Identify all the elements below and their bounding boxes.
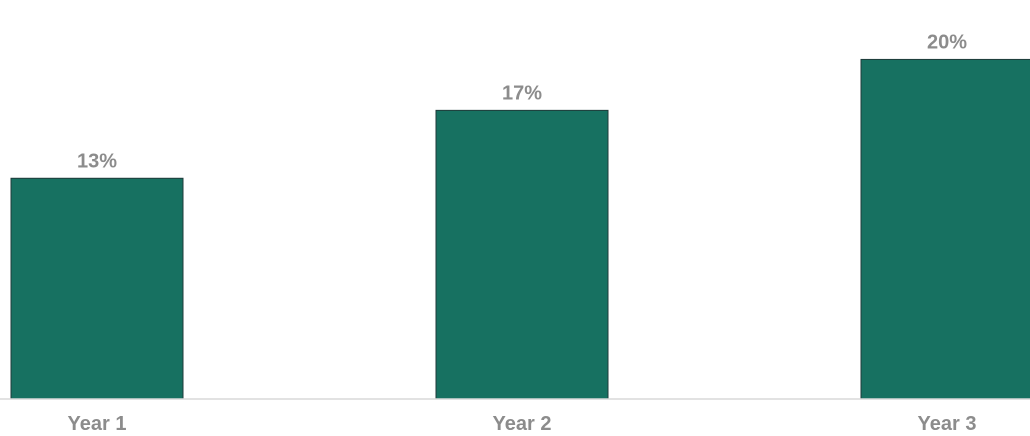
bar-3 — [860, 58, 1030, 400]
data-label-1: 13% — [77, 150, 117, 172]
x-tick-label-2: Year 2 — [493, 413, 552, 435]
x-tick-labels-group: Year 1 Year 2 Year 3 — [68, 413, 977, 435]
bars-group — [10, 58, 1030, 400]
data-labels-group: 13% 17% 20% — [77, 31, 967, 172]
data-label-3: 20% — [927, 31, 967, 53]
bar-2 — [435, 109, 609, 400]
bar-1 — [10, 177, 184, 400]
x-tick-label-1: Year 1 — [68, 413, 127, 435]
data-label-2: 17% — [502, 82, 542, 104]
x-tick-label-3: Year 3 — [918, 413, 977, 435]
